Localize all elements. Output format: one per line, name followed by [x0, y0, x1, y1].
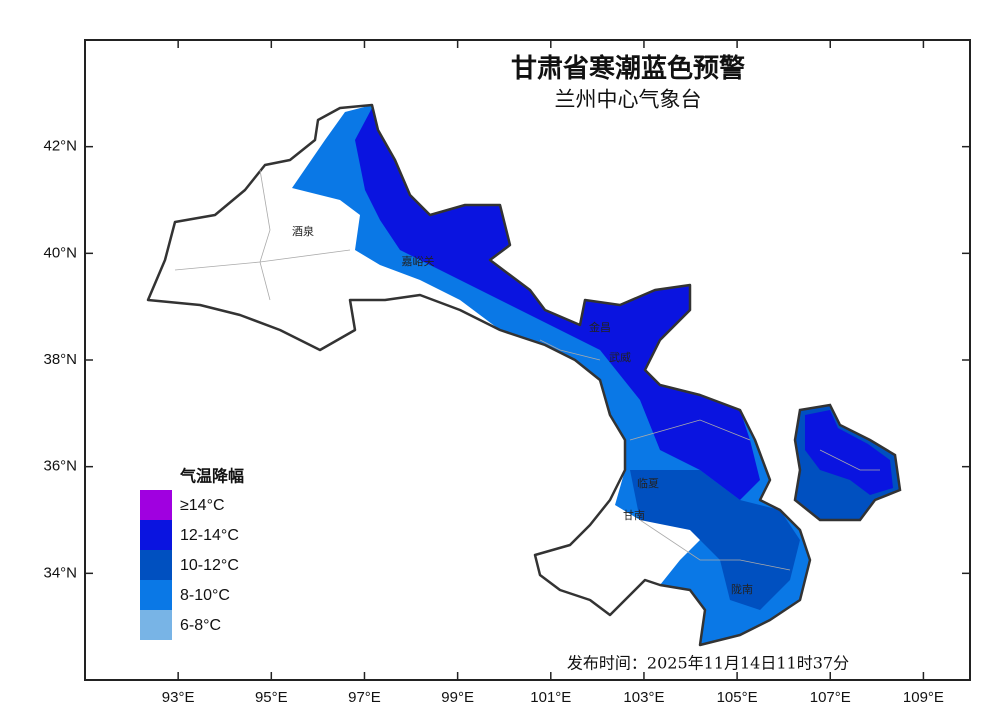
y-tick-label: 36°N [43, 458, 77, 475]
place-label: 陇南 [731, 582, 753, 596]
x-tick-label: 101°E [530, 689, 571, 706]
place-label: 嘉峪关 [402, 254, 435, 268]
y-tick-label: 34°N [43, 564, 77, 581]
issue-time: 发布时间：2025年11月14日11时37分 [567, 654, 849, 673]
map-frame [84, 39, 971, 681]
legend-label: 8-10°C [180, 587, 230, 604]
map-title: 甘肃省寒潮蓝色预警 [511, 53, 745, 84]
legend-label: 10-12°C [180, 557, 239, 574]
x-tick-label: 97°E [348, 689, 381, 706]
y-tick-label: 42°N [43, 138, 77, 155]
x-tick-label: 99°E [441, 689, 474, 706]
zone-12-14 [355, 108, 760, 500]
legend-label: 6-8°C [180, 617, 221, 634]
x-tick-label: 109°E [903, 689, 944, 706]
province-map [146, 103, 902, 647]
place-label: 酒泉 [292, 224, 314, 238]
x-tick-label: 107°E [810, 689, 851, 706]
place-labels: 酒泉 嘉峪关 金昌 武威 临夏 甘南 陇南 [292, 224, 753, 596]
legend-title: 气温降幅 [179, 467, 244, 486]
province-outline [146, 103, 812, 647]
y-tick-label: 40°N [43, 244, 77, 261]
legend-swatch [140, 550, 172, 580]
place-label: 武威 [609, 351, 631, 364]
legend-label: 12-14°C [180, 527, 239, 544]
legend: ≥14°C 12-14°C 10-12°C 8-10°C 6-8°C [140, 490, 239, 640]
map-subtitle: 兰州中心气象台 [555, 88, 702, 112]
x-tick-label: 93°E [162, 689, 195, 706]
legend-label: ≥14°C [180, 497, 225, 514]
place-label: 临夏 [637, 476, 659, 490]
legend-swatch [140, 490, 172, 520]
county-lines [174, 169, 880, 571]
place-label: 甘南 [623, 509, 645, 522]
y-tick-label: 38°N [43, 351, 77, 368]
legend-swatch [140, 580, 172, 610]
legend-swatch [140, 610, 172, 640]
place-label: 金昌 [589, 320, 611, 334]
x-tick-label: 103°E [623, 689, 664, 706]
axis-ticks: 93°E 95°E 97°E 99°E 101°E 103°E 105°E 107°E 109°… [43, 40, 970, 706]
legend-swatch [140, 520, 172, 550]
east-lobe-core [805, 410, 893, 495]
x-tick-label: 105°E [717, 689, 758, 706]
x-tick-label: 95°E [255, 689, 288, 706]
zone-10-12 [630, 470, 800, 610]
